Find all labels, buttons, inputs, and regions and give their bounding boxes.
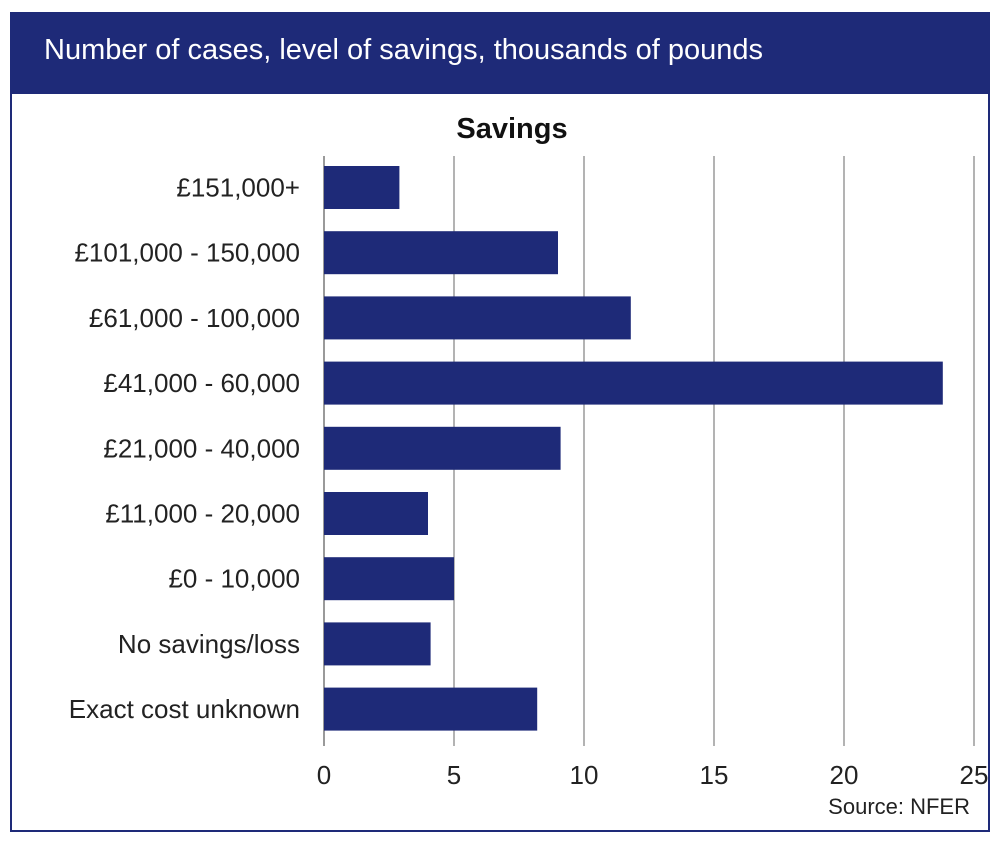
bar bbox=[324, 231, 558, 275]
x-tick-label: 0 bbox=[317, 760, 331, 790]
category-label: £151,000+ bbox=[176, 173, 300, 203]
source-note: Source: NFER bbox=[828, 794, 970, 819]
bar bbox=[324, 622, 431, 666]
x-tick-label: 10 bbox=[570, 760, 599, 790]
category-label: Exact cost unknown bbox=[69, 694, 300, 724]
category-label: £0 - 10,000 bbox=[168, 564, 300, 594]
header-title: Number of cases, level of savings, thous… bbox=[44, 34, 763, 66]
category-label: £11,000 - 20,000 bbox=[105, 499, 300, 529]
bar bbox=[324, 492, 428, 535]
header-bar: Number of cases, level of savings, thous… bbox=[12, 14, 988, 94]
category-label: No savings/loss bbox=[118, 629, 300, 659]
bar bbox=[324, 426, 561, 470]
bar bbox=[324, 687, 538, 731]
bar-chart: Savings 0 5 10 15 20 25 £151,000+ £101,000 - 150… bbox=[69, 113, 988, 790]
category-label: £61,000 - 100,000 bbox=[89, 303, 300, 333]
bar bbox=[324, 361, 943, 405]
x-tick-label: 20 bbox=[830, 760, 859, 790]
x-tick-label: 15 bbox=[700, 760, 729, 790]
bar bbox=[324, 557, 454, 601]
chart-title: Savings bbox=[456, 113, 567, 145]
bar bbox=[324, 166, 400, 209]
category-label: £101,000 - 150,000 bbox=[74, 238, 300, 268]
category-label: £41,000 - 60,000 bbox=[103, 368, 300, 398]
x-tick-label: 5 bbox=[447, 760, 461, 790]
chart-frame: Number of cases, level of savings, thous… bbox=[10, 12, 990, 832]
x-tick-label: 25 bbox=[960, 760, 988, 790]
category-label: £21,000 - 40,000 bbox=[103, 433, 300, 463]
bar bbox=[324, 296, 631, 340]
